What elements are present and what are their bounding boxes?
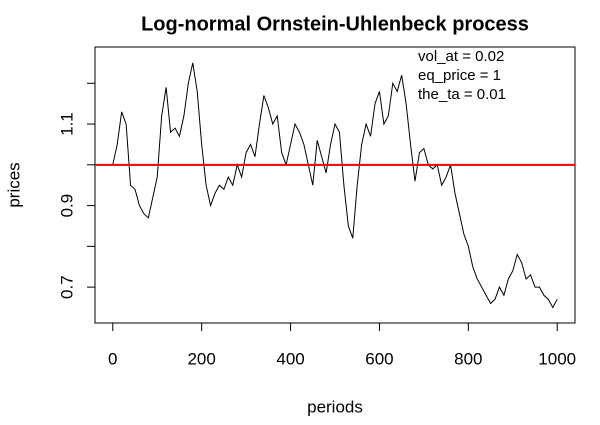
y-tick-label: 0.7 bbox=[57, 275, 76, 299]
x-tick-label: 400 bbox=[276, 349, 304, 368]
y-tick-label: 1.1 bbox=[57, 112, 76, 136]
x-tick-label: 600 bbox=[365, 349, 393, 368]
x-tick-label: 200 bbox=[187, 349, 215, 368]
plot-frame bbox=[94, 46, 576, 324]
x-tick-label: 800 bbox=[454, 349, 482, 368]
x-tick-label: 0 bbox=[108, 349, 117, 368]
annotation: vol_at = 0.02 bbox=[418, 48, 504, 65]
x-tick-label: 1000 bbox=[538, 349, 576, 368]
chart-title: Log-normal Ornstein-Uhlenbeck process bbox=[141, 13, 529, 35]
y-axis-label: prices bbox=[4, 162, 23, 207]
price-line bbox=[112, 62, 558, 309]
x-axis-label: periods bbox=[307, 397, 363, 416]
annotation: the_ta = 0.01 bbox=[418, 86, 506, 103]
annotation: eq_price = 1 bbox=[418, 67, 501, 84]
y-tick-label: 0.9 bbox=[57, 194, 76, 218]
